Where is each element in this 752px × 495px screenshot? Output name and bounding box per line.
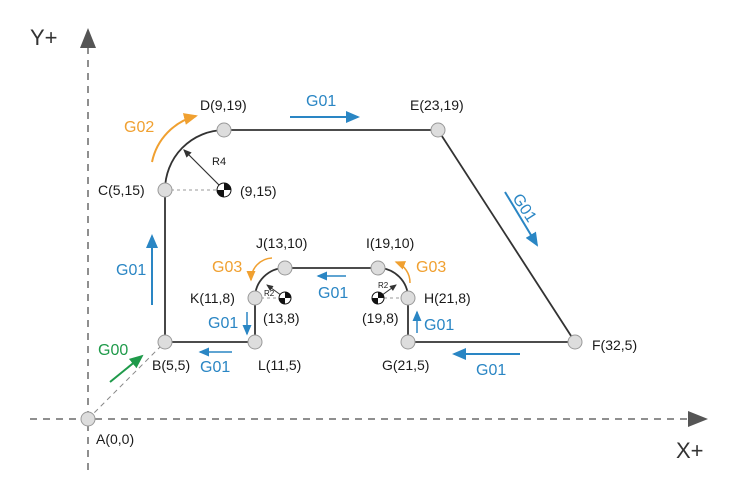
y-axis-arrow-icon xyxy=(80,28,96,48)
point-g xyxy=(400,334,416,350)
label-k: K(11,8) xyxy=(190,290,235,306)
label-g: G(21,5) xyxy=(382,357,429,373)
label-l: L(11,5) xyxy=(258,357,301,373)
point-b xyxy=(157,334,173,350)
label-b: B(5,5) xyxy=(152,357,190,373)
point-e xyxy=(430,122,446,138)
code-g01-g-up: G01 xyxy=(424,317,454,334)
center-label-c1: (9,15) xyxy=(240,183,277,199)
code-g00: G00 xyxy=(98,342,128,359)
center-marker-c3 xyxy=(371,291,385,305)
point-l xyxy=(247,334,263,350)
center-label-c2: (13,8) xyxy=(263,310,300,326)
point-f xyxy=(567,334,583,350)
code-g01-bottom-left: G01 xyxy=(200,359,230,376)
center-marker-c2 xyxy=(278,291,292,305)
label-f: F(32,5) xyxy=(592,337,637,353)
label-c: C(5,15) xyxy=(98,182,145,198)
code-g03-right: G03 xyxy=(416,259,446,276)
point-c xyxy=(157,182,173,198)
g01-right-arrow xyxy=(504,191,539,247)
label-e: E(23,19) xyxy=(410,97,464,113)
code-g02: G02 xyxy=(124,119,154,136)
radius-r4-line xyxy=(183,149,225,191)
y-axis-label: Y+ xyxy=(30,25,58,50)
radius-r4-label: R4 xyxy=(212,156,226,168)
label-j: J(13,10) xyxy=(256,235,307,251)
x-axis-arrow-icon xyxy=(688,411,708,427)
point-i xyxy=(370,260,386,276)
g03-left-arrow xyxy=(246,257,273,282)
label-h: H(21,8) xyxy=(424,290,471,306)
point-markers xyxy=(80,122,583,427)
code-g01-inner: G01 xyxy=(318,285,348,302)
point-h xyxy=(400,290,416,306)
radius-r2a-label: R2 xyxy=(264,289,275,298)
code-g01-right: G01 xyxy=(509,191,540,226)
code-g03-left: G03 xyxy=(212,259,242,276)
label-d: D(9,19) xyxy=(200,97,247,113)
g00-arrow xyxy=(109,354,144,383)
label-a: A(0,0) xyxy=(96,431,134,447)
point-d xyxy=(216,122,232,138)
label-i: I(19,10) xyxy=(366,235,414,251)
center-label-c3: (19,8) xyxy=(362,310,399,326)
center-marker-c1 xyxy=(216,182,232,198)
approach-path xyxy=(87,341,166,420)
code-g01-bottom-right: G01 xyxy=(476,362,506,379)
point-a xyxy=(80,411,96,427)
point-j xyxy=(277,260,293,276)
radius-r2b-label: R2 xyxy=(378,281,389,290)
code-g01-top: G01 xyxy=(306,93,336,110)
point-k xyxy=(247,290,263,306)
g03-right-arrow xyxy=(394,261,411,284)
code-g01-left: G01 xyxy=(116,262,146,279)
x-axis-label: X+ xyxy=(676,438,704,463)
tool-path-outer xyxy=(164,129,577,343)
code-g01-l-down: G01 xyxy=(208,315,238,332)
g02-arrow xyxy=(151,113,198,163)
